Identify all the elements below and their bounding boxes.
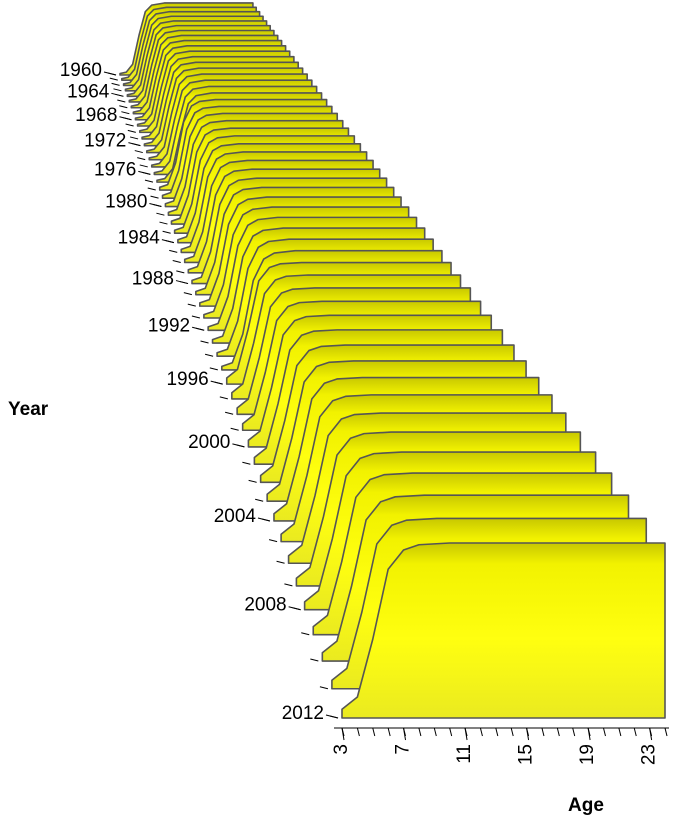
- y-tick: [150, 195, 159, 199]
- y-tick-label: 1992: [148, 315, 190, 336]
- y-tick: [159, 221, 168, 225]
- x-minor-tick: [356, 727, 360, 737]
- y-tick: [156, 212, 165, 216]
- x-minor-tick: [449, 727, 453, 737]
- y-tick: [301, 632, 310, 636]
- y-tick: [127, 129, 136, 133]
- y-tick-label: 1960: [60, 60, 102, 81]
- y-tick: [183, 292, 192, 296]
- y-major-tick: [288, 606, 301, 611]
- x-minor-tick: [541, 727, 545, 737]
- y-tick: [242, 461, 251, 465]
- y-tick-label: 1972: [84, 131, 126, 152]
- y-tick: [169, 249, 178, 253]
- x-minor-tick: [556, 727, 560, 737]
- x-minor-tick: [495, 727, 499, 737]
- x-tick-label: 11: [454, 744, 475, 764]
- y-major-tick: [111, 92, 124, 97]
- y-tick-label: 2004: [214, 506, 257, 527]
- x-minor-tick: [387, 727, 391, 737]
- y-tick: [119, 105, 128, 109]
- y-tick: [219, 396, 228, 400]
- y-major-tick: [161, 239, 175, 244]
- y-tick: [187, 303, 196, 307]
- x-minor-tick: [618, 727, 622, 737]
- x-minor-tick: [418, 727, 422, 737]
- y-major-tick: [138, 170, 151, 175]
- x-tick-label: 3: [331, 744, 352, 755]
- x-axis-title: Age: [568, 795, 604, 816]
- y-tick: [310, 658, 319, 662]
- x-minor-tick: [433, 727, 437, 737]
- y-tick: [129, 136, 139, 140]
- y-tick-label: 1988: [132, 269, 174, 290]
- y-tick-label: 1996: [166, 369, 208, 390]
- y-major-tick: [149, 203, 162, 208]
- y-major-tick: [192, 326, 205, 331]
- y-tick: [276, 560, 285, 564]
- x-minor-tick: [633, 727, 637, 737]
- x-minor-tick: [510, 727, 514, 737]
- y-tick: [147, 187, 156, 191]
- y-tick: [200, 340, 209, 344]
- y-tick: [204, 353, 214, 357]
- y-tick-label: 1964: [67, 81, 110, 102]
- y-major-tick: [175, 280, 189, 285]
- x-tick-label: 23: [639, 744, 660, 765]
- y-tick-label: 1968: [75, 105, 117, 126]
- y-tick-label: 1976: [94, 159, 136, 180]
- y-tick: [284, 583, 293, 587]
- y-tick-label: 1980: [105, 192, 147, 213]
- y-tick: [121, 111, 130, 115]
- y-major-tick: [103, 71, 117, 76]
- x-tick-label: 15: [516, 744, 537, 765]
- y-tick: [319, 686, 329, 690]
- y-tick: [134, 150, 143, 154]
- slice: [341, 542, 666, 719]
- y-tick: [230, 427, 239, 431]
- x-tick: [464, 727, 468, 741]
- y-tick: [191, 315, 201, 319]
- y-major-tick: [232, 443, 245, 448]
- y-tick: [268, 539, 278, 543]
- y-tick-label: 2008: [244, 595, 286, 616]
- y-tick-label: 1984: [118, 228, 161, 249]
- y-tick: [137, 157, 146, 161]
- y-tick-label: 2000: [188, 432, 230, 453]
- y-tick: [111, 82, 120, 86]
- x-tick-label: 19: [577, 744, 598, 765]
- y-tick: [144, 179, 154, 183]
- y-tick: [109, 77, 118, 81]
- y-major-tick: [128, 142, 141, 147]
- x-tick: [403, 727, 407, 741]
- y-tick: [248, 479, 257, 483]
- y-tick-label: 2012: [282, 703, 324, 724]
- y-tick: [225, 411, 234, 415]
- x-tick: [649, 727, 653, 741]
- x-tick: [341, 727, 345, 741]
- y-tick: [176, 270, 185, 274]
- y-tick: [139, 164, 148, 168]
- x-minor-tick: [372, 727, 376, 737]
- x-tick-label: 7: [393, 744, 414, 755]
- x-minor-tick: [479, 727, 483, 737]
- x-tick: [587, 727, 591, 741]
- y-tick: [172, 259, 181, 263]
- y-major-tick: [257, 517, 271, 522]
- y-tick: [113, 88, 122, 92]
- y-major-tick: [119, 116, 132, 121]
- x-minor-tick: [664, 727, 668, 737]
- y-tick: [162, 230, 171, 234]
- y-tick: [255, 498, 264, 502]
- y-tick: [125, 123, 134, 127]
- y-axis-title: Year: [8, 399, 49, 420]
- x-minor-tick: [572, 727, 576, 737]
- x-minor-tick: [602, 727, 606, 737]
- y-major-tick: [210, 380, 223, 385]
- y-major-tick: [325, 714, 339, 719]
- x-tick: [526, 727, 530, 741]
- y-tick: [209, 367, 218, 371]
- y-tick: [117, 99, 126, 103]
